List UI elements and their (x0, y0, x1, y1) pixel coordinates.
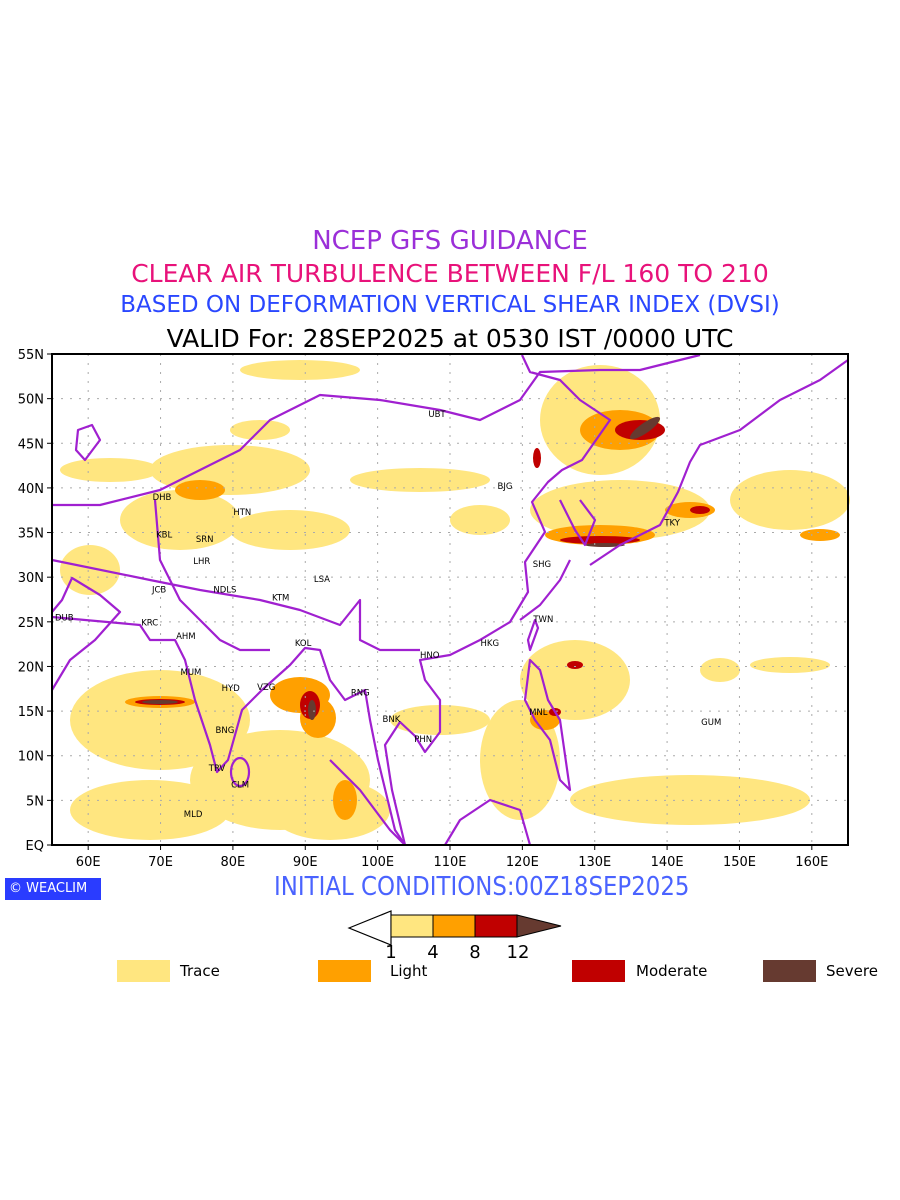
lat-tick-label: 30N (18, 571, 44, 586)
city-label-dub: DUB (55, 613, 74, 623)
colorbar-level: 12 (507, 942, 530, 962)
lon-tick-label: 110E (433, 855, 466, 870)
colorbar-below-arrow (347, 910, 392, 946)
lon-tick-label: 160E (795, 855, 828, 870)
city-label-ubt: UBT (428, 410, 446, 420)
city-label-mnl: MNL (529, 708, 548, 718)
lat-tick-label: EQ (26, 839, 44, 854)
turbulence-map: UBT BJG DHB HTN KBL SRN LHR JCB NDLS KTM LSA DUB KRC… (18, 348, 850, 870)
city-label-lhr: LHR (193, 557, 210, 567)
city-label-trv: TRV (208, 764, 226, 774)
lat-tick-label: 55N (18, 348, 44, 363)
title-product: CLEAR AIR TURBULENCE BETWEEN F/L 160 TO … (131, 259, 769, 288)
lon-tick-label: 90E (293, 855, 318, 870)
legend-swatch-moderate (572, 960, 625, 982)
city-label-hyd: HYD (222, 684, 241, 694)
colorbar-segment-severe (516, 914, 562, 938)
city-label-ndls: NDLS (213, 586, 236, 596)
city-label-mld: MLD (184, 810, 203, 820)
weaclim-logo: © WEACLIM (5, 878, 101, 900)
legend-swatch-trace (117, 960, 170, 982)
city-label-jcb: JCB (151, 586, 166, 596)
city-label-bjg: BJG (498, 482, 513, 492)
lat-tick-label: 40N (18, 482, 44, 497)
axis-tick-labels: 60E 70E 80E 90E 100E 110E 120E 130E 140E 150E 160E… (18, 348, 829, 870)
lat-tick-label: 10N (18, 750, 44, 765)
title-valid-time: VALID For: 28SEP2025 at 0530 IST /0000 U… (166, 324, 734, 353)
lat-tick-label: 50N (18, 393, 44, 408)
city-label-krc: KRC (141, 619, 158, 629)
lat-tick-label: 25N (18, 616, 44, 631)
city-label-hkg: HKG (481, 639, 500, 649)
city-label-lsa: LSA (314, 575, 330, 585)
city-label-ahm: AHM (176, 632, 196, 642)
legend-label-trace: Trace (180, 962, 220, 980)
city-label-hno: HNO (420, 651, 440, 661)
lon-tick-label: 140E (651, 855, 684, 870)
city-label-mum: MUM (180, 668, 201, 678)
city-label-rng: RNG (351, 688, 370, 698)
city-label-phn: PHN (414, 735, 432, 745)
city-label-bng: BNG (216, 726, 235, 736)
initial-conditions-label: INITIAL CONDITIONS:00Z18SEP2025 (274, 872, 690, 902)
city-label-dhb: DHB (153, 493, 172, 503)
lat-tick-label: 15N (18, 705, 44, 720)
city-label-clm: CLM (231, 780, 249, 790)
city-label-shg: SHG (533, 560, 551, 570)
colorbar-level: 8 (469, 942, 480, 962)
lon-tick-label: 80E (221, 855, 246, 870)
turbulence-areas (60, 360, 850, 840)
city-label-tky: TKY (663, 519, 680, 529)
colorbar: 1 4 8 12 (347, 910, 562, 962)
city-label-srn: SRN (196, 535, 214, 545)
city-label-ktm: KTM (272, 594, 289, 604)
city-labels: UBT BJG DHB HTN KBL SRN LHR JCB NDLS KTM LSA DUB KRC… (55, 410, 721, 820)
title-guidance: NCEP GFS GUIDANCE (312, 226, 588, 256)
legend-label-light: Light (390, 962, 428, 980)
lon-tick-label: 60E (76, 855, 101, 870)
legend-swatch-light (318, 960, 371, 982)
city-label-kbl: KBL (156, 530, 172, 540)
city-label-bnk: BNK (383, 715, 401, 725)
lon-tick-label: 100E (361, 855, 394, 870)
legend-label-moderate: Moderate (636, 962, 708, 980)
title-method: BASED ON DEFORMATION VERTICAL SHEAR INDE… (120, 292, 780, 318)
colorbar-level: 4 (427, 942, 438, 962)
city-label-twn: TWN (532, 615, 553, 625)
lon-tick-label: 70E (148, 855, 173, 870)
lat-tick-label: 35N (18, 527, 44, 542)
coastlines-borders (51, 353, 849, 846)
legend-swatch-severe (763, 960, 816, 982)
city-label-htn: HTN (233, 508, 251, 518)
city-label-gum: GUM (701, 718, 721, 728)
legend-label-severe: Severe (826, 962, 878, 980)
colorbar-segment-light (432, 914, 476, 938)
lat-tick-label: 45N (18, 437, 44, 452)
lat-tick-label: 20N (18, 660, 44, 675)
lon-tick-label: 150E (723, 855, 756, 870)
lat-tick-label: 5N (26, 794, 44, 809)
lat-lon-grid (52, 353, 848, 846)
lon-tick-label: 130E (578, 855, 611, 870)
colorbar-level: 1 (385, 942, 396, 962)
city-label-vzg: VZG (257, 683, 275, 693)
lon-tick-label: 120E (506, 855, 539, 870)
colorbar-segment-trace (390, 914, 434, 938)
colorbar-segment-moderate (474, 914, 518, 938)
city-label-kol: KOL (295, 639, 312, 649)
